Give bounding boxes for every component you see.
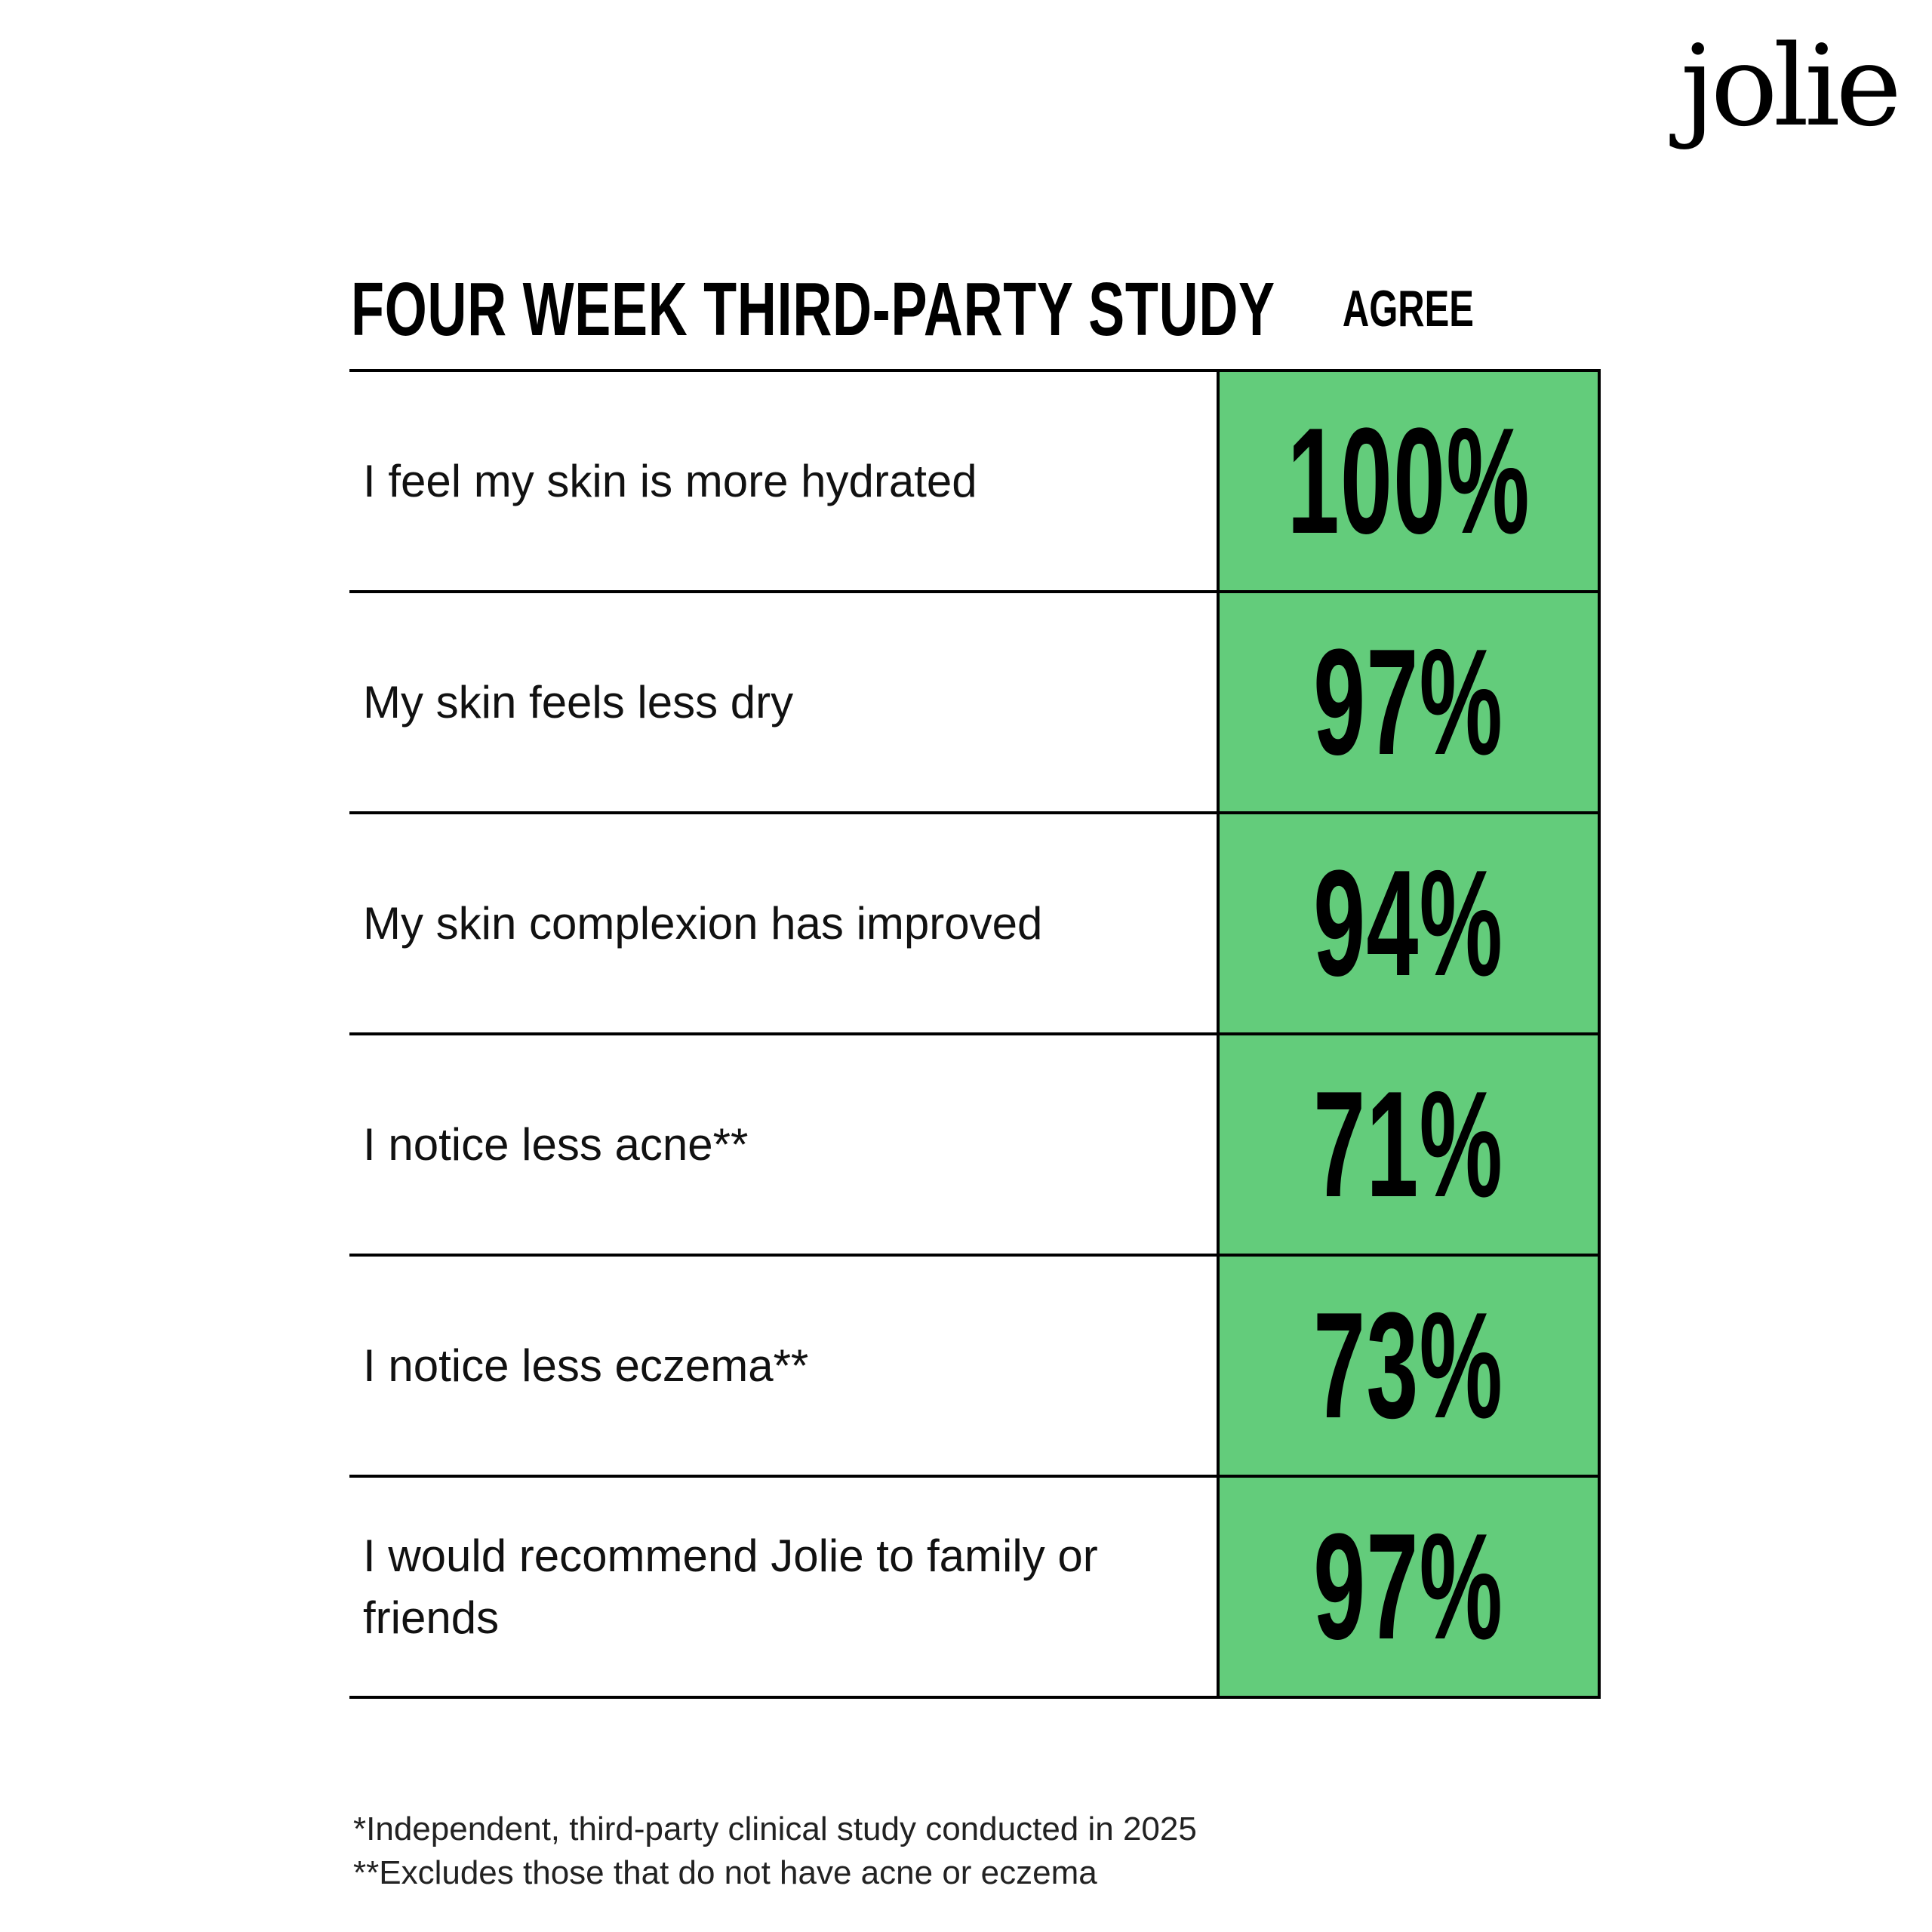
brand-logo: jolie	[1680, 21, 1902, 151]
agree-percentage: 97%	[1313, 617, 1504, 786]
agree-percentage: 73%	[1313, 1281, 1504, 1450]
statement-label: I feel my skin is more hydrated	[363, 455, 977, 506]
table-row: I notice less acne** 71%	[349, 1032, 1601, 1257]
agree-percentage: 100%	[1287, 396, 1531, 565]
agree-column-header: AGREE	[1217, 283, 1600, 334]
table-row: I would recommend Jolie to family or fri…	[349, 1475, 1601, 1699]
agree-percentage: 71%	[1313, 1060, 1504, 1229]
study-results-table: I feel my skin is more hydrated 100% My …	[349, 369, 1601, 1699]
table-row: I notice less eczema** 73%	[349, 1254, 1601, 1478]
agree-percentage: 94%	[1313, 838, 1504, 1008]
footnote-study: *Independent, third-party clinical study…	[353, 1810, 1197, 1847]
table-row: I feel my skin is more hydrated 100%	[349, 369, 1601, 593]
agree-value-cell: 97%	[1217, 590, 1601, 814]
agree-column-header-label: AGREE	[1342, 280, 1475, 337]
agree-value-cell: 100%	[1217, 369, 1601, 593]
agree-value-cell: 97%	[1217, 1475, 1601, 1699]
agree-value-cell: 94%	[1217, 811, 1601, 1035]
agree-value-cell: 73%	[1217, 1254, 1601, 1478]
statement-label: I notice less eczema**	[363, 1340, 809, 1391]
footnotes: *Independent, third-party clinical study…	[353, 1807, 1197, 1895]
table-row: My skin feels less dry 97%	[349, 590, 1601, 814]
statement-label: I would recommend Jolie to family or fri…	[363, 1530, 1098, 1643]
statement-label: My skin complexion has improved	[363, 897, 1043, 949]
statement-label: I notice less acne**	[363, 1118, 749, 1170]
agree-value-cell: 71%	[1217, 1032, 1601, 1257]
statement-label: My skin feels less dry	[363, 676, 794, 728]
table-row: My skin complexion has improved 94%	[349, 811, 1601, 1035]
table-title: FOUR WEEK THIRD-PARTY STUDY	[351, 267, 1275, 352]
footnote-exclusion: **Excludes those that do not have acne o…	[353, 1854, 1097, 1891]
agree-percentage: 97%	[1313, 1502, 1504, 1671]
